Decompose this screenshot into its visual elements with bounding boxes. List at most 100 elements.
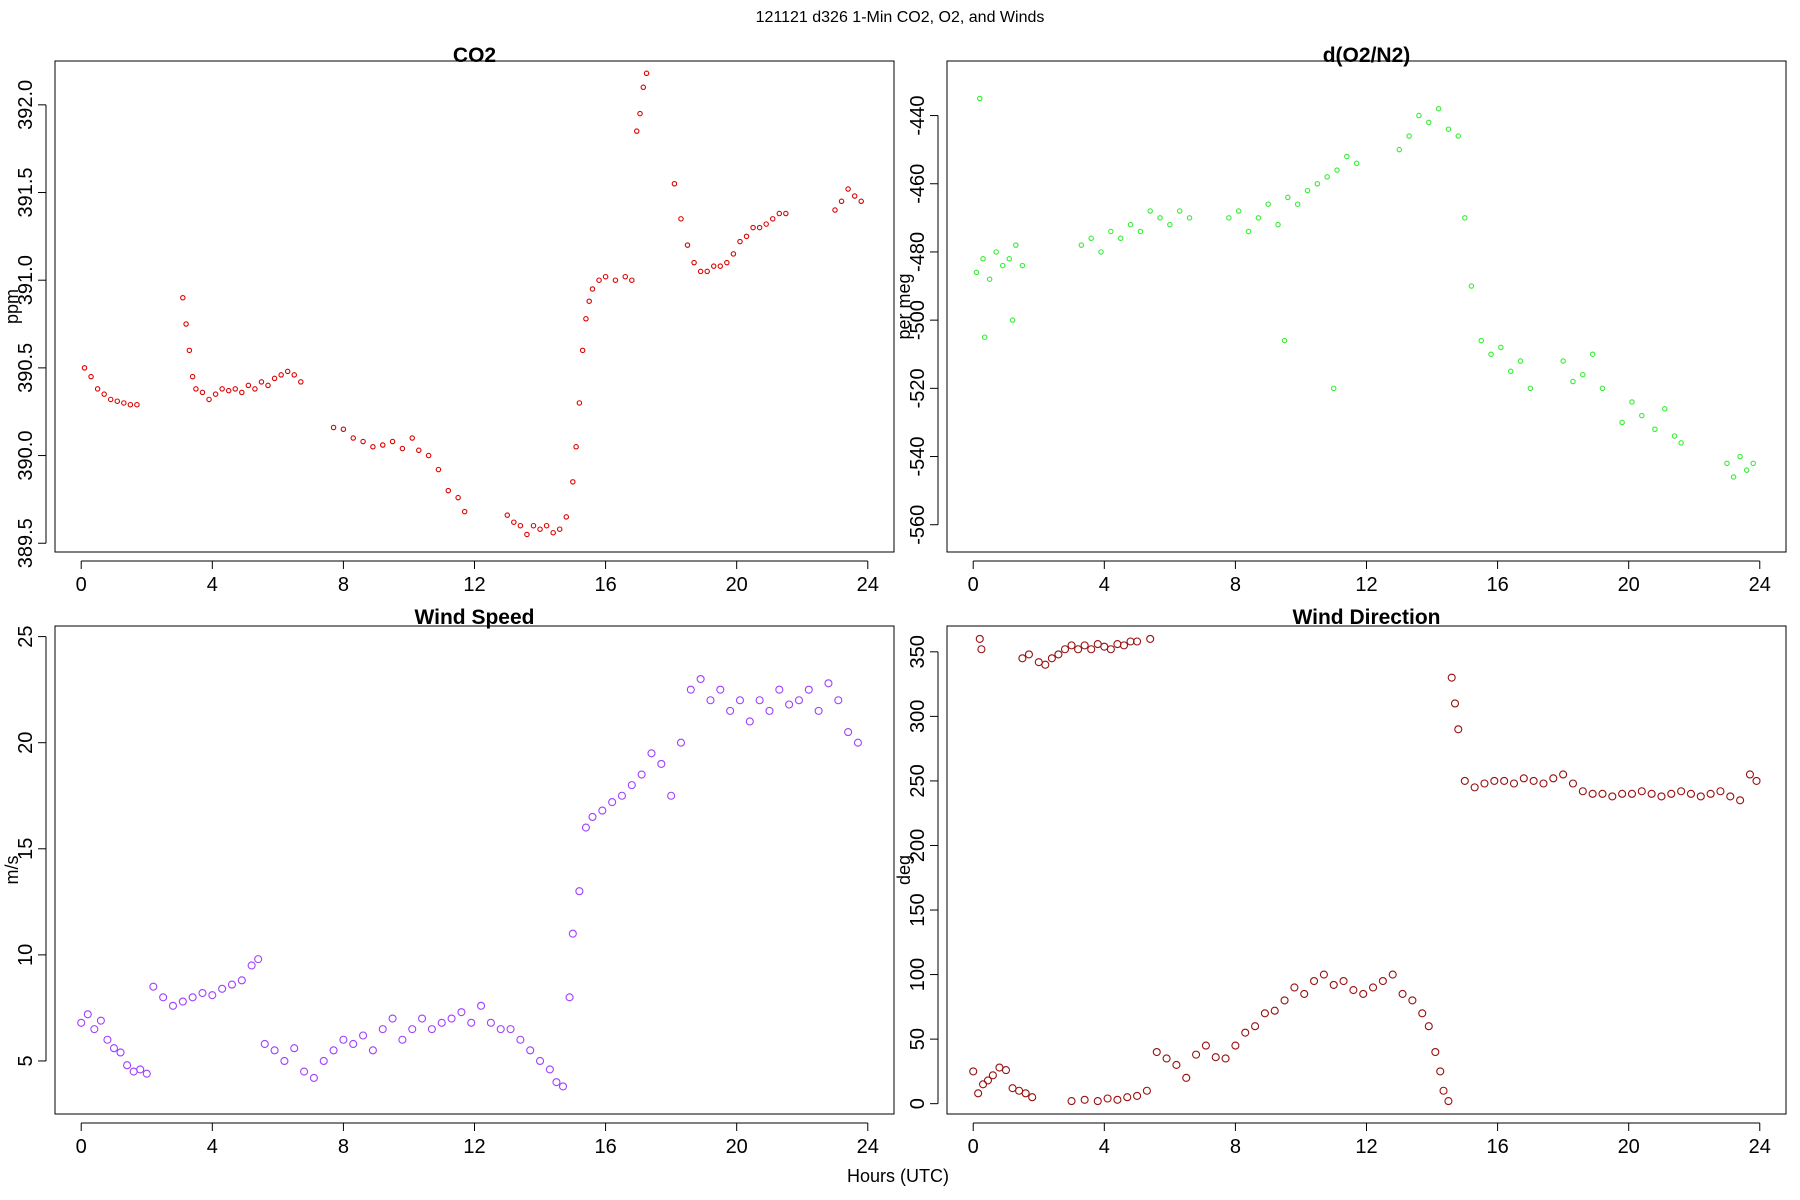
wind-speed-y-axis-label: m/s [2, 856, 22, 885]
co2-data-point [416, 447, 422, 454]
wind-direction-data-point [1418, 1009, 1427, 1018]
co2-data-point [776, 210, 783, 217]
o2-data-point [1589, 351, 1596, 357]
co2-y-tick-label: 390.0 [15, 431, 37, 481]
co2-x-tick-label: 16 [594, 574, 616, 596]
wind-direction-data-point [1398, 989, 1407, 998]
wind-direction-data-point [1047, 654, 1056, 663]
wind-direction-data-point [1509, 779, 1519, 788]
wind-direction-data-point [1310, 976, 1319, 986]
wind-direction-data-point [1015, 1086, 1024, 1095]
o2-data-point [1019, 262, 1026, 269]
co2-data-point [586, 298, 592, 304]
co2-y-axis-label: ppm [2, 289, 22, 324]
o2-data-point [1117, 235, 1124, 242]
o2-data-point [1406, 133, 1412, 139]
o2-data-point [1006, 256, 1013, 262]
co2-data-point [643, 70, 650, 77]
wind-direction-data-point [1319, 970, 1328, 979]
wind-direction-y-tick-label: 50 [907, 1028, 929, 1050]
co2-data-point [298, 379, 304, 385]
wind-direction-data-point [1716, 787, 1725, 796]
o2-data-point [1678, 440, 1684, 446]
wind-speed-data-point [168, 1001, 178, 1010]
o2-data-point [1009, 317, 1016, 323]
o2-data-point [1580, 371, 1586, 378]
wind-speed-data-point [598, 806, 607, 815]
o2-plot-frame [946, 60, 1787, 553]
o2-data-point [1255, 215, 1262, 221]
co2-data-point [291, 372, 297, 378]
co2-data-point [461, 508, 468, 515]
co2-data-point [783, 210, 789, 217]
co2-data-point [445, 487, 452, 494]
wind-speed-data-point [109, 1044, 119, 1053]
wind-speed-data-point [775, 685, 784, 694]
wind-direction-data-point [1113, 1095, 1122, 1104]
wind-speed-data-point [581, 823, 590, 832]
wind-speed-data-point [804, 685, 813, 694]
wind-direction-data-point [1490, 776, 1499, 785]
panel-wind-direction: Wind Direction deg 0 4 8 12 16 20 24 0 50 100 150… [894, 606, 1787, 1158]
wind-direction-y-tick-label: 0 [907, 1098, 929, 1109]
o2-data-point [1743, 467, 1750, 473]
wind-direction-data-point [1133, 1091, 1142, 1100]
wind-direction-data-point [1726, 792, 1735, 801]
wind-direction-data-point [1008, 1084, 1017, 1093]
co2-data-point [134, 401, 140, 408]
wind-direction-data-point [1424, 1022, 1433, 1031]
o2-data-point [1599, 385, 1606, 392]
co2-data-point [704, 268, 710, 275]
wind-direction-y-axis-label: deg [894, 855, 914, 885]
o2-x-tick-label: 16 [1486, 574, 1508, 596]
wind-direction-data-point [977, 645, 986, 654]
o2-data-point [1498, 344, 1504, 351]
o2-data-point [999, 262, 1006, 269]
co2-data-point [612, 277, 619, 283]
o2-y-axis: -560 -540 -520 -500 -480 -460 -440 [907, 96, 939, 545]
wind-speed-data-point [96, 1016, 105, 1025]
co2-y-tick-label: 391.5 [15, 167, 37, 217]
o2-data-point [1560, 358, 1566, 364]
co2-data-point [225, 387, 232, 394]
wind-direction-data-point [1093, 1097, 1102, 1106]
wind-speed-x-tick-label: 24 [857, 1136, 879, 1158]
co2-data-point [219, 386, 225, 392]
wind-speed-data-point [178, 997, 187, 1006]
wind-speed-data-point [637, 770, 646, 779]
wind-speed-data-point [726, 706, 735, 715]
wind-direction-data-point [1080, 1095, 1089, 1104]
wind-direction-data-point [1706, 789, 1715, 798]
wind-speed-data-point [696, 674, 705, 684]
o2-data-point [1426, 119, 1432, 126]
wind-speed-data-point [814, 706, 823, 715]
wind-speed-data-point [198, 989, 207, 998]
o2-data-point [1226, 215, 1232, 221]
o2-data-point [1737, 453, 1743, 460]
wind-speed-data-point [667, 791, 676, 800]
wind-direction-data-point [1113, 640, 1122, 649]
co2-data-point [622, 273, 629, 280]
o2-y-tick-label: -500 [907, 300, 929, 340]
o2-x-tick-label: 12 [1355, 574, 1377, 596]
co2-data-point [517, 522, 524, 529]
o2-data-point [1527, 385, 1534, 392]
co2-data-point [756, 224, 763, 231]
wind-direction-data-point [1444, 1097, 1453, 1106]
wind-direction-y-tick-label: 350 [907, 635, 929, 668]
wind-direction-data-point [1087, 645, 1096, 654]
wind-direction-y-axis: 0 50 100 150 200 250 300 350 [907, 635, 939, 1109]
co2-x-tick-label: 12 [463, 574, 485, 596]
wind-speed-data-point [647, 749, 656, 758]
wind-direction-data-point [1142, 1086, 1151, 1095]
co2-data-point [278, 372, 284, 378]
co2-data-point [556, 526, 563, 532]
wind-speed-data-point [608, 798, 617, 807]
wind-speed-data-point [129, 1067, 138, 1076]
co2-data-point [684, 242, 691, 248]
wind-direction-data-point [1100, 642, 1109, 651]
wind-direction-data-point [975, 634, 984, 643]
wind-speed-data-point [142, 1069, 151, 1078]
o2-data-point [1285, 194, 1291, 201]
co2-data-point [180, 294, 186, 301]
